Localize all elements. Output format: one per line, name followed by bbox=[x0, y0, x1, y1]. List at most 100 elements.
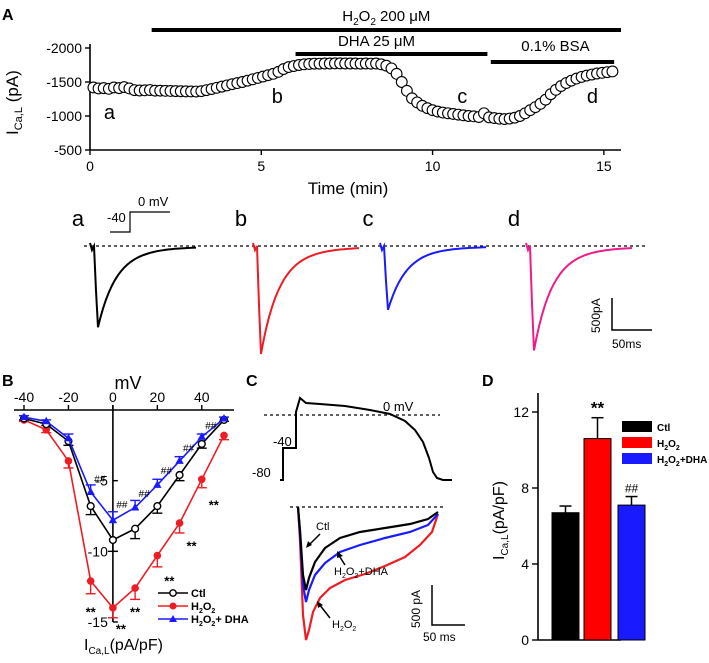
a-x-tick-label: 15 bbox=[596, 158, 612, 174]
b-point-h2o2-dha bbox=[42, 416, 51, 425]
trace-b bbox=[252, 242, 360, 355]
traces-scale-y-label: 500pA bbox=[589, 298, 603, 333]
d-legend-h2o2-dha-label: H2O2+DHA bbox=[657, 455, 707, 468]
d-bar-annotation: ## bbox=[625, 482, 639, 496]
c-scale-x-label: 50 ms bbox=[423, 630, 456, 644]
c-ap-0mv-label: 0 mV bbox=[383, 399, 414, 414]
trace-c bbox=[379, 242, 486, 311]
b-point-h2o2 bbox=[197, 475, 206, 484]
c-arrow-h2o2 bbox=[318, 603, 331, 619]
d-y-tick-label: 8 bbox=[521, 480, 529, 496]
b-point-h2o2 bbox=[109, 604, 117, 612]
c-trace-ctl bbox=[296, 506, 439, 591]
a-point-marker-a: a bbox=[104, 102, 116, 124]
a-treatment-bars: H2O2 200 μM DHA 25 μM 0.1% BSA bbox=[151, 8, 621, 64]
b-y-tick-label: -15 bbox=[88, 614, 108, 630]
b-point-ctl bbox=[175, 470, 184, 480]
b-point-h2o2 bbox=[175, 519, 184, 527]
b-x-tick-label: -20 bbox=[58, 389, 78, 405]
d-bar-annotation: ** bbox=[591, 399, 605, 418]
a-point-marker-b: b bbox=[272, 86, 283, 108]
d-y-tick-label: 4 bbox=[521, 556, 529, 572]
a-y-tick-label: -2000 bbox=[46, 40, 82, 56]
current-traces: a b c d bbox=[72, 206, 633, 355]
b-point-h2o2-dha bbox=[108, 515, 118, 524]
b-point-h2o2-dha bbox=[86, 487, 95, 495]
b-point-h2o2-dha bbox=[19, 412, 29, 421]
c-trace-h2o2-dha bbox=[296, 506, 439, 603]
b-star-annotation: ** bbox=[209, 497, 220, 512]
d-bar-0 bbox=[551, 512, 580, 641]
bsa-bar-label: 0.1% BSA bbox=[521, 38, 589, 55]
b-star-annotation: ** bbox=[86, 605, 97, 620]
b-point-h2o2-dha bbox=[130, 503, 140, 511]
trace-label-c: c bbox=[363, 206, 374, 231]
b-point-ctl bbox=[131, 524, 140, 533]
c-ap-m80-label: -80 bbox=[252, 465, 271, 480]
a-y-tick-label: -1000 bbox=[46, 108, 82, 124]
c-arrowhead-h2o2-dha bbox=[337, 551, 343, 558]
c-action-potential: 0 mV -40 -80 bbox=[252, 396, 452, 481]
b-hash-annotation: ## bbox=[183, 444, 195, 455]
b-point-h2o2 bbox=[220, 431, 228, 440]
b-x-tick-label: -40 bbox=[14, 389, 34, 405]
c-trace-h2o2 bbox=[296, 506, 440, 641]
trace-a bbox=[89, 242, 197, 328]
a-data-points bbox=[87, 57, 619, 126]
b-point-h2o2 bbox=[86, 577, 95, 585]
b-hash-annotation: ## bbox=[116, 500, 128, 511]
traces-scale-lines bbox=[611, 298, 652, 331]
a-x-tick-label: 5 bbox=[257, 158, 265, 174]
c-label-ctl: Ctl bbox=[316, 521, 329, 533]
b-point-ctl bbox=[108, 535, 117, 545]
c-ap-m40-label: -40 bbox=[273, 434, 292, 449]
d-legend-h2o2-dha: H2O2+DHA bbox=[622, 453, 707, 468]
b-point-h2o2-dha bbox=[219, 413, 229, 422]
c-label-h2o2-dha: H2O2+DHA bbox=[334, 566, 389, 580]
b-point-h2o2-dha bbox=[64, 433, 73, 442]
d-y-tick-label: 12 bbox=[513, 404, 529, 420]
b-point-h2o2-dha bbox=[197, 432, 206, 440]
protocol-hold-label: -40 bbox=[107, 210, 126, 225]
b-series-line-2 bbox=[23, 416, 225, 522]
b-point-h2o2-dha bbox=[175, 456, 184, 464]
b-ylabel: ICa,L(pA/pF) bbox=[84, 637, 163, 657]
a-x-tick-label: 0 bbox=[86, 158, 94, 174]
b-series-line-1 bbox=[23, 419, 225, 610]
panel-label-d: D bbox=[482, 373, 494, 390]
protocol-step bbox=[110, 211, 170, 233]
b-legend-h2o2-dha: H2O2+ DHA bbox=[158, 614, 249, 628]
b-point-ctl bbox=[197, 439, 206, 449]
panel-label-c: C bbox=[246, 373, 258, 390]
b-x-tick-label: 40 bbox=[194, 389, 210, 405]
c-scale-y-label: 500 pA bbox=[409, 590, 423, 628]
c-arrowhead-h2o2 bbox=[317, 601, 323, 608]
b-xlabel: mV bbox=[115, 373, 142, 393]
b-hash-annotation: ## bbox=[205, 421, 217, 432]
b-annotations: ************############ bbox=[86, 421, 220, 637]
d-bar-2 bbox=[617, 504, 646, 641]
a-ylabel: ICa,L (pA) bbox=[3, 70, 25, 135]
b-series-line-0 bbox=[23, 417, 225, 542]
c-ap-waveform bbox=[280, 396, 452, 481]
b-legend-ctl-label: Ctl bbox=[191, 588, 206, 600]
c-scale-bar: 500 pA 50 ms bbox=[409, 585, 465, 644]
c-labels: Ctl H2O2+DHA H2O2 bbox=[306, 521, 389, 633]
b-point-h2o2 bbox=[153, 551, 162, 560]
d-legend-ctl-label: Ctl bbox=[657, 423, 671, 434]
trace-label-b: b bbox=[235, 206, 247, 231]
b-hash-annotation: ## bbox=[94, 475, 106, 486]
panel-label-a: A bbox=[2, 7, 14, 24]
protocol-0mv-label: 0 mV bbox=[138, 194, 169, 209]
d-legend-h2o2-label: H2O2 bbox=[657, 439, 680, 452]
b-point-h2o2 bbox=[64, 457, 73, 465]
c-label-h2o2: H2O2 bbox=[332, 619, 356, 633]
trace-label-d: d bbox=[508, 206, 520, 231]
c-currents bbox=[296, 506, 440, 641]
traces-scale-x-label: 50ms bbox=[612, 337, 641, 351]
d-bar-1 bbox=[583, 438, 612, 641]
voltage-protocol: 0 mV -40 bbox=[107, 194, 170, 233]
a-point-marker-d: d bbox=[587, 86, 598, 108]
b-star-annotation: ** bbox=[164, 574, 175, 589]
